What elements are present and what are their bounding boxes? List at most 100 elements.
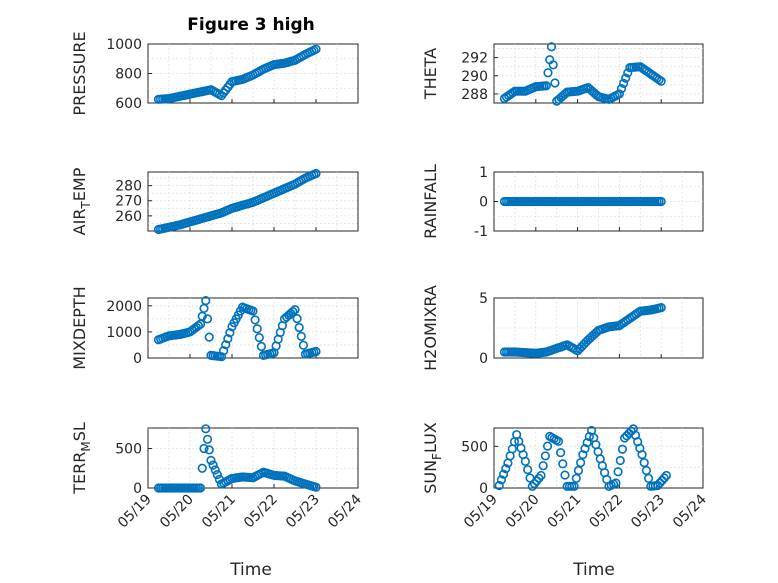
sun_flux-y-tick-label: 500 [461,439,488,455]
sun_flux-data-point [523,465,533,475]
mixdepth-data-point [250,315,260,325]
x-axis-label-left: Time [229,560,272,580]
h2omixra-y-tick-label: 5 [479,291,488,307]
terr_msl-data-point [210,465,220,475]
sun_flux-data-point [501,464,511,474]
terr_msl-x-tick-label: 05/22 [241,492,281,532]
sun_flux-y-tick-label: 0 [479,481,488,497]
sun_flux-data-point [615,455,625,466]
sun_flux-data-point [643,473,654,484]
mixdepth-data-point [311,346,321,357]
rainfall-y-tick-label: 1 [479,165,488,181]
sun_flux-x-tick-label: 05/19 [461,492,501,532]
terr_msl-y-tick-label: 0 [133,481,142,497]
x-axis-label-right: Time [572,560,615,580]
sun_flux-data-point [556,447,566,458]
terr_msl-x-tick-label: 05/19 [115,492,155,532]
sun_flux-data-point [641,465,651,476]
sun_flux-data-point [538,461,548,471]
mixdepth-y-axis-label: MIXDEPTH [70,286,89,369]
mixdepth-data-point [225,328,235,338]
mixdepth-data-point [296,331,306,341]
mixdepth-data-point [221,340,231,350]
sun_flux-data-point [571,473,581,484]
air_temp-y-tick-label: 270 [115,194,142,210]
figure-title: Figure 3 high [187,15,315,35]
h2omixra-y-axis-label: H2OMIXRA [421,285,440,371]
theta-data-point [543,68,553,78]
sun_flux-data-point [639,457,649,468]
theta-data-point [546,42,557,52]
mixdepth-data-point [290,305,300,315]
sun_flux-data-point [494,480,504,491]
sun_flux-data-point [573,465,584,476]
terr_msl-data-point [204,445,214,455]
mixdepth-data-point [294,322,304,333]
sun_flux-x-tick-label: 05/24 [670,491,710,531]
sun_flux-data-point [520,456,530,466]
mixdepth-data-point [219,346,229,356]
terr_msl-y-axis-label: TERRMSL [70,422,93,495]
terr_msl-y-tick-label: 500 [115,442,142,458]
sun_flux-data-point [553,436,564,446]
theta-y-tick-label: 292 [461,51,488,67]
sun_flux-data-point [582,437,592,448]
sun_flux-data-point [584,431,594,442]
theta-data-point [621,73,631,83]
pressure-data-point [311,44,321,54]
terr_msl-data-point [201,424,211,434]
pressure-y-tick-label: 1000 [106,37,142,53]
theta-y-axis-label: THETA [421,48,440,100]
terr_msl-data-point [212,469,222,480]
mixdepth-data-point [201,296,211,306]
theta-data-point [614,89,625,99]
mixdepth-y-tick-label: 2000 [106,299,142,315]
sun_flux-x-tick-label: 05/21 [545,492,585,532]
theta-data-point [654,75,664,85]
theta-data-point [541,81,551,91]
sun_flux-data-point [580,444,590,454]
mixdepth-data-point [254,333,264,343]
mixdepth-data-point [223,334,233,344]
air_temp-y-tick-label: 280 [115,179,142,195]
sun_flux-data-point [542,441,553,451]
sun_flux-y-axis-label: SUNFLUX [421,422,444,494]
theta-data-point [548,60,558,70]
rainfall-data-point [656,196,666,207]
terr_msl-x-tick-label: 05/23 [283,492,323,532]
sun_flux-data-point [611,478,621,488]
sun_flux-data-point [540,451,550,461]
terr_msl-x-tick-label: 05/20 [157,492,197,532]
terr_msl-data-point [208,460,218,470]
terr_msl-data-point [311,482,321,492]
sun_flux-data-point [498,469,509,479]
h2omixra-data-point [633,308,643,318]
theta-data-point [508,88,518,98]
sun_flux-data-point [560,470,570,480]
pressure-y-axis-label: PRESSURE [70,31,89,115]
sun_flux-data-point [613,467,623,477]
sun_flux-data-point [659,473,669,483]
mixdepth-data-point [202,314,213,324]
sun_flux-x-tick-label: 05/23 [628,492,668,532]
sun_flux-data-point [569,481,579,491]
mixdepth-y-tick-label: 1000 [106,325,142,341]
mixdepth-data-point [252,324,262,334]
sun_flux-data-point [576,457,586,468]
air_temp-y-tick-label: 260 [115,209,142,225]
sun_flux-data-point [558,459,568,469]
terr_msl-data-point [206,455,216,465]
mixdepth-data-point [204,332,214,342]
theta-data-point [618,78,629,88]
terr_msl-data-point [199,443,209,454]
theta-y-tick-label: 288 [461,87,488,103]
mixdepth-data-point [193,321,203,331]
h2omixra-y-tick-label: 0 [479,351,488,367]
theta-data-point [656,76,666,86]
theta-data-point [550,78,560,88]
terr_msl-x-tick-label: 05/21 [199,492,239,532]
mixdepth-data-point [298,340,309,350]
sun_flux-data-point [637,450,647,460]
mixdepth-y-tick-label: 0 [133,351,142,367]
theta-data-point [616,84,627,94]
